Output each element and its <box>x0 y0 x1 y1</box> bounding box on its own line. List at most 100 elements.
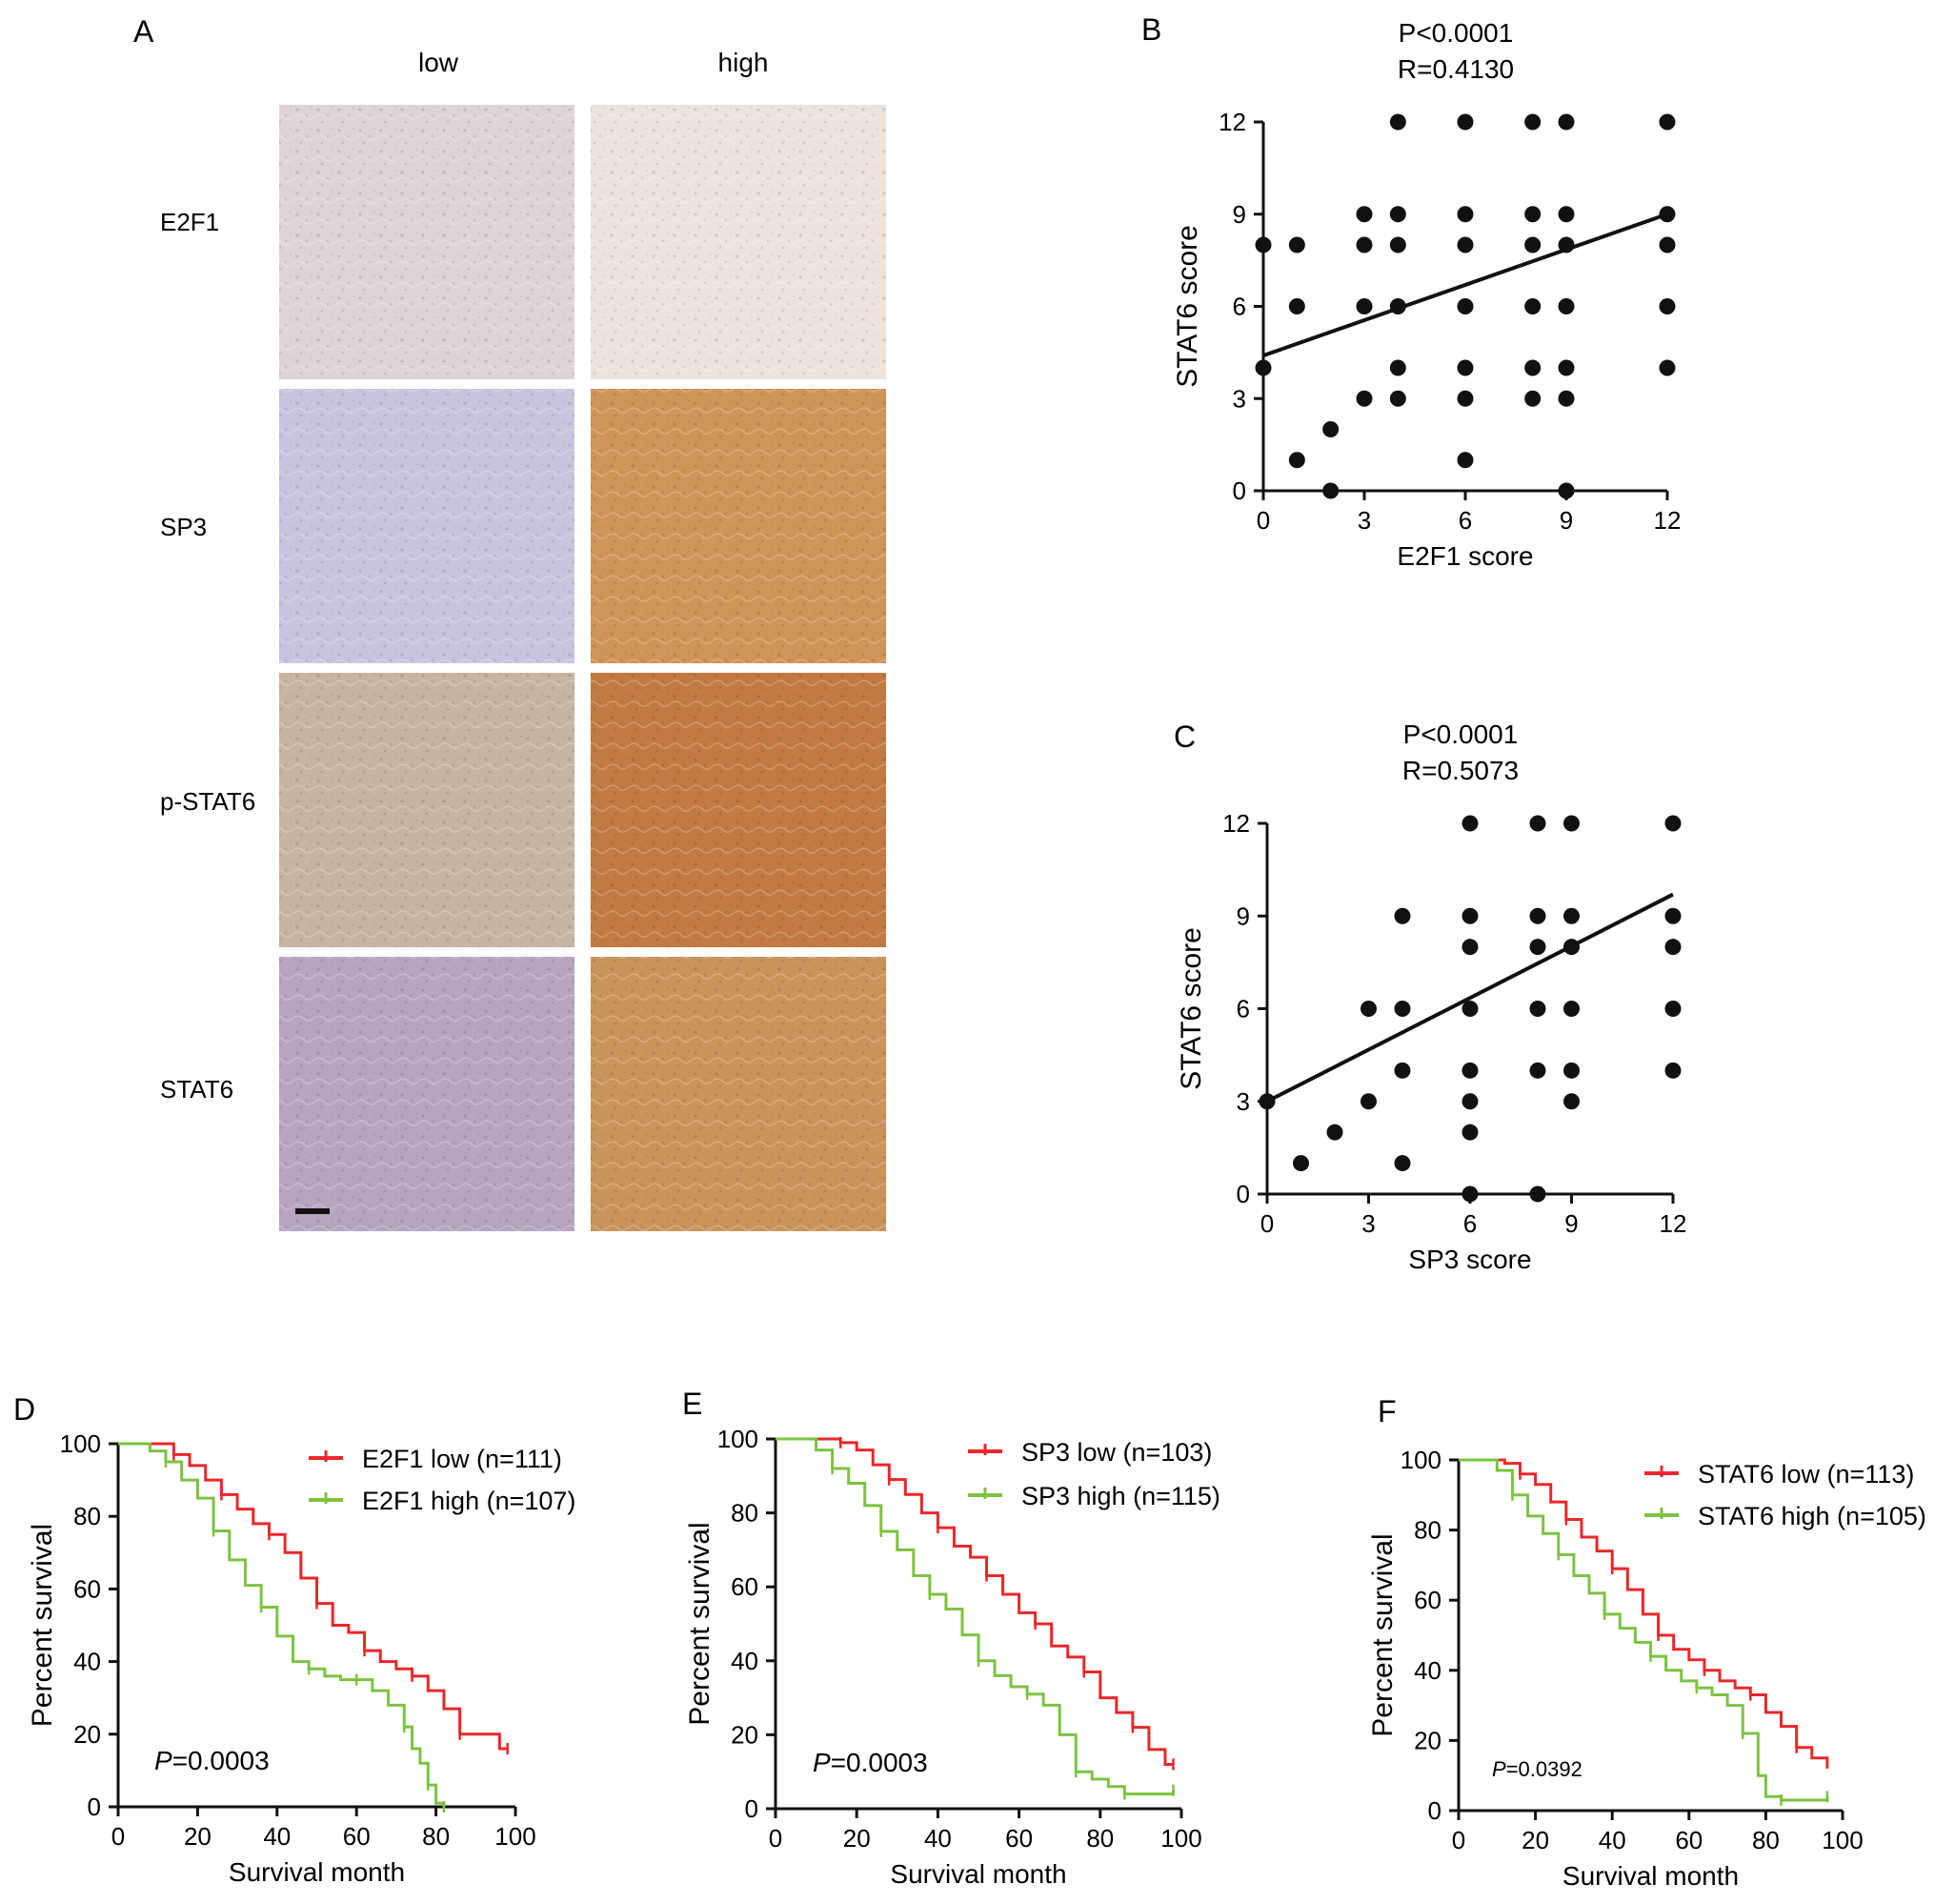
panel-b-data-point <box>1524 390 1542 407</box>
panel-c-data-point <box>1259 1093 1276 1110</box>
tissue-image-grid <box>279 105 886 1231</box>
panel-b-data-point <box>1389 206 1406 223</box>
panel-e-y-tick-label: 40 <box>731 1647 758 1675</box>
tissue-image-stat6-low <box>279 957 574 1231</box>
tissue-image-sp3-low <box>279 389 574 663</box>
panel-b-data-point <box>1457 206 1474 223</box>
panel-e-x-tick-label: 100 <box>1160 1824 1201 1853</box>
panel-c-data-point <box>1461 939 1479 956</box>
panel-b-y-tick-label: 12 <box>1219 108 1246 136</box>
panel-e-y-tick-label: 60 <box>731 1572 758 1601</box>
panel-b-data-point <box>1356 298 1373 314</box>
panel-f-legend-label: STAT6 low (n=113) <box>1698 1460 1914 1489</box>
panel-d-y-tick-label: 100 <box>60 1429 101 1458</box>
panel-c-data-point <box>1394 1001 1411 1017</box>
panel-b-regression-line <box>1262 212 1668 357</box>
panel-c-data-point <box>1394 907 1411 924</box>
panel-e-x-tick-label: 60 <box>1005 1824 1033 1853</box>
panel-c-data-point <box>1293 1155 1309 1172</box>
panel-b-x-tick-label: 12 <box>1654 506 1682 535</box>
panel-f-x-tick-label: 20 <box>1522 1826 1549 1854</box>
panel-b-data-point <box>1389 236 1406 253</box>
panel-f-p-value: P=0.0392 <box>1492 1757 1582 1781</box>
panel-b-x-tick-label: 6 <box>1459 506 1472 535</box>
panel-c-data-point <box>1394 1155 1411 1172</box>
panel-b-y-axis-label: STAT6 score <box>1172 225 1203 388</box>
panel-e-y-axis-label: Percent survival <box>684 1522 716 1725</box>
panel-f-x-tick-label: 80 <box>1752 1826 1780 1854</box>
panel-d-x-axis-label: Survival month <box>229 1857 405 1887</box>
panel-f-legend-label: STAT6 high (n=105) <box>1698 1502 1926 1530</box>
panel-f-y-tick-label: 100 <box>1401 1446 1441 1474</box>
panel-e-p-value: P=0.0003 <box>813 1748 928 1777</box>
panel-c-title: P<0.0001 <box>1403 719 1519 749</box>
panel-b-data-point <box>1356 206 1373 223</box>
panel-f-x-tick-label: 0 <box>1452 1826 1465 1854</box>
panel-d-p-value: P=0.0003 <box>154 1746 270 1775</box>
tissue-image-e2f1-high <box>591 105 886 379</box>
panel-b-data-point <box>1457 236 1474 253</box>
panel-c-data-point <box>1664 815 1682 832</box>
panel-e-x-axis-label: Survival month <box>890 1859 1066 1889</box>
panel-e-y-tick-label: 80 <box>731 1499 758 1528</box>
panel-b-data-point <box>1524 236 1542 253</box>
panel-c-y-tick-label: 9 <box>1237 901 1250 930</box>
panel-d-y-axis-label: Percent survival <box>27 1524 58 1727</box>
panel-b-data-point <box>1255 359 1272 376</box>
panel-c-data-point <box>1563 907 1580 924</box>
panel-b-data-point <box>1558 236 1575 253</box>
panel-d-x-tick-label: 40 <box>263 1822 291 1851</box>
panel-c-data-point <box>1563 1001 1580 1017</box>
panel-d-y-tick-label: 60 <box>73 1574 101 1603</box>
panel-a: A low high E2F1 SP3 p-STAT6 STAT6 <box>133 14 886 1231</box>
panel-c-data-point <box>1461 1185 1479 1203</box>
panel-c-y-tick-label: 6 <box>1237 995 1250 1023</box>
panel-c-data-point <box>1664 939 1682 956</box>
panel-c-data-point <box>1461 1124 1479 1141</box>
tissue-image-e2f1-low <box>279 105 574 379</box>
panel-b-x-tick-label: 9 <box>1560 506 1573 535</box>
panel-b-data-point <box>1457 452 1474 469</box>
panel-c-data-point <box>1461 1001 1479 1017</box>
panel-e-y-tick-label: 100 <box>717 1425 758 1453</box>
panel-b-data-point <box>1389 359 1406 376</box>
panel-b-title: P<0.0001 <box>1399 18 1514 48</box>
panel-b-x-axis-label: E2F1 score <box>1397 541 1533 571</box>
panel-c-data-point <box>1461 815 1479 832</box>
panel-c-x-axis-label: SP3 score <box>1408 1245 1531 1274</box>
panel-c-data-point <box>1394 1062 1411 1079</box>
panel-c-data-point <box>1461 1093 1479 1110</box>
panel-c-data-point <box>1529 1062 1546 1079</box>
panel-b-data-point <box>1524 359 1542 376</box>
panel-c-data-point <box>1529 815 1546 832</box>
panel-b-x-tick-label: 0 <box>1257 506 1270 535</box>
panel-b-x-tick-label: 3 <box>1358 506 1371 535</box>
panel-d-y-tick-label: 80 <box>73 1502 101 1530</box>
panel-letter-f: F <box>1378 1394 1397 1428</box>
panel-b-data-point <box>1356 390 1373 407</box>
panel-b-data-point <box>1558 113 1575 131</box>
panel-c-x-tick-label: 12 <box>1660 1209 1687 1238</box>
panel-b-y-tick-label: 3 <box>1233 384 1246 413</box>
panel-letter-b: B <box>1141 12 1161 47</box>
panel-b-data-point <box>1389 298 1406 314</box>
panel-e-chart: 0 20 40 60 80 100 0 20 40 60 80 100 Survival month Pe… <box>684 1425 1220 1889</box>
panel-b-data-point <box>1524 113 1542 131</box>
panel-c-data-point <box>1563 939 1580 956</box>
panel-b-data-point <box>1524 298 1542 314</box>
panel-b-data-point <box>1288 452 1305 469</box>
panel-b-subtitle: R=0.4130 <box>1398 54 1514 84</box>
panel-c-data-point <box>1563 815 1580 832</box>
panel-b-data-point <box>1288 298 1305 314</box>
panel-f-x-tick-label: 60 <box>1675 1826 1703 1854</box>
panel-c-data-point <box>1529 1185 1546 1203</box>
panel-c-x-tick-label: 3 <box>1361 1209 1375 1238</box>
panel-d-legend-label: E2F1 high (n=107) <box>362 1487 575 1515</box>
panel-b-data-point <box>1457 359 1474 376</box>
panel-e-x-tick-label: 20 <box>843 1824 871 1853</box>
tissue-image-stat6-high <box>591 957 886 1231</box>
panel-c-data-point <box>1529 1001 1546 1017</box>
panel-f-y-tick-label: 0 <box>1428 1796 1441 1825</box>
panel-b-data-point <box>1288 236 1305 253</box>
row-label-stat6: STAT6 <box>160 1075 233 1104</box>
